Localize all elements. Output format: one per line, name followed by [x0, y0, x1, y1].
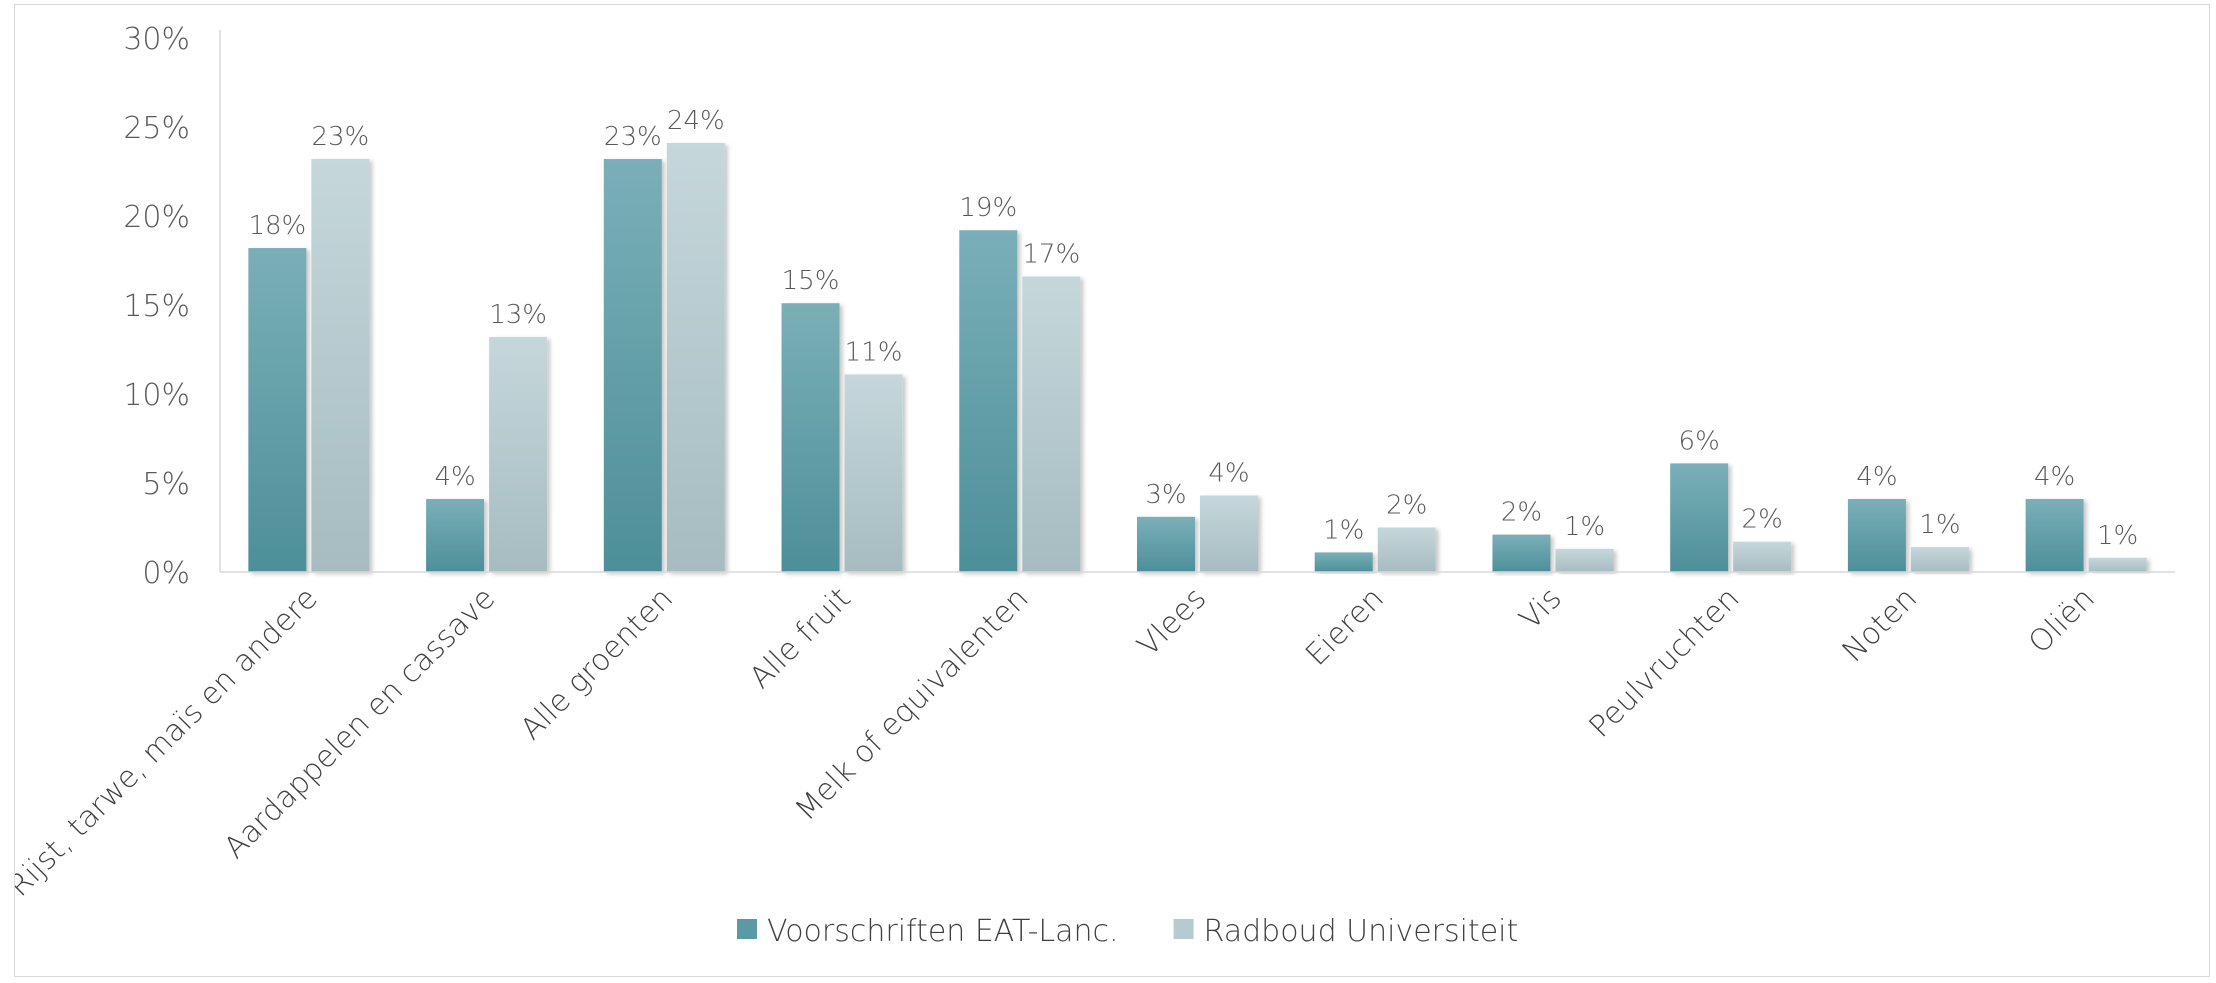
y-tick-label: 0%	[142, 556, 190, 591]
y-tick-label: 25%	[123, 111, 190, 146]
data-label: 4%	[434, 462, 475, 492]
data-label: 6%	[1679, 426, 1720, 456]
data-label: 24%	[667, 106, 725, 136]
bar-eat-lancet	[426, 499, 485, 572]
y-tick-label: 20%	[123, 200, 190, 235]
data-label: 23%	[311, 122, 369, 152]
y-tick-label: 5%	[142, 467, 190, 502]
x-category-label: Alle fruit	[743, 581, 858, 696]
bar-radboud	[844, 374, 903, 572]
data-label: 11%	[845, 337, 903, 367]
bar-eat-lancet	[1314, 552, 1373, 572]
x-category-label: Eieren	[1299, 581, 1391, 673]
x-category-label: Vlees	[1131, 581, 1213, 663]
data-label: 2%	[1386, 491, 1427, 521]
x-category-label: Alle groenten	[514, 581, 680, 747]
bar-eat-lancet	[1847, 499, 1906, 572]
bar-eat-lancet	[1137, 516, 1195, 572]
bar-radboud	[1910, 547, 1969, 572]
bars: 18%23%4%13%23%24%15%11%19%17%3%4%1%2% 2% 1…	[248, 106, 2147, 573]
legend: Voorschriften EAT-Lanc. Radboud Universit…	[737, 914, 1518, 949]
legend-swatch	[737, 919, 757, 939]
data-label: 4%	[1856, 462, 1897, 492]
y-tick-label: 30%	[123, 22, 190, 57]
bar-radboud	[1200, 495, 1258, 572]
x-axis: Rijst, tarwe, maïs en andereAardappelen …	[2, 571, 2175, 904]
data-label: 23%	[604, 122, 662, 152]
bar-radboud	[1733, 541, 1792, 572]
bar-radboud	[666, 143, 725, 572]
bar-radboud	[2088, 557, 2147, 572]
data-label: 15%	[782, 266, 840, 296]
bar-radboud	[311, 159, 370, 573]
data-label: 4%	[2034, 462, 2075, 492]
x-category-label: Noten	[1836, 581, 1924, 669]
bar-eat-lancet	[1492, 534, 1551, 572]
bar-eat-lancet	[248, 248, 307, 573]
data-label: 2%	[1501, 498, 1542, 528]
bar-radboud	[1022, 276, 1081, 572]
data-label: 1%	[1564, 512, 1605, 542]
data-label: 1%	[1919, 510, 1960, 540]
y-tick-label: 15%	[123, 289, 190, 324]
data-label: 2%	[1742, 505, 1783, 535]
bar-chart: 0%5%10%15%20%25%30% 18%23%4%13%23%24%15%…	[2, 22, 2175, 949]
x-category-label: Rijst, tarwe, maïs en andere	[15, 581, 325, 904]
bar-radboud	[1555, 548, 1614, 572]
bar-eat-lancet	[603, 159, 662, 573]
legend-swatch	[1173, 919, 1194, 939]
data-label: 13%	[489, 300, 547, 330]
x-category-label: Peulvruchten	[1583, 581, 1747, 745]
bar-eat-lancet	[959, 230, 1018, 573]
bar-eat-lancet	[781, 303, 840, 572]
bar-eat-lancet	[1670, 463, 1729, 572]
x-category-label: Vis	[1513, 581, 1569, 637]
bar-radboud	[1377, 527, 1436, 572]
bar-radboud	[489, 337, 548, 572]
legend-label: Radboud Universiteit	[1204, 914, 1519, 949]
data-label: 18%	[248, 211, 306, 241]
data-label: 1%	[2097, 521, 2138, 551]
data-label: 17%	[1022, 240, 1080, 270]
data-label: 1%	[1323, 515, 1364, 545]
data-label: 19%	[959, 193, 1017, 223]
y-axis: 0% 5% 10% 15% 20% 25% 30%	[123, 22, 221, 591]
data-label: 4%	[1208, 458, 1249, 488]
data-label: 3%	[1145, 480, 1186, 510]
bar-eat-lancet	[2025, 499, 2084, 572]
chart-frame: 0% 5% 10% 15% 20% 25% 30% 18% 23% 4% 13% 23% 24% 15%…	[2, 4, 2210, 977]
x-category-label: Oliën	[2022, 581, 2102, 661]
y-tick-label: 10%	[123, 378, 190, 413]
legend-label: Voorschriften EAT-Lanc.	[767, 914, 1119, 949]
